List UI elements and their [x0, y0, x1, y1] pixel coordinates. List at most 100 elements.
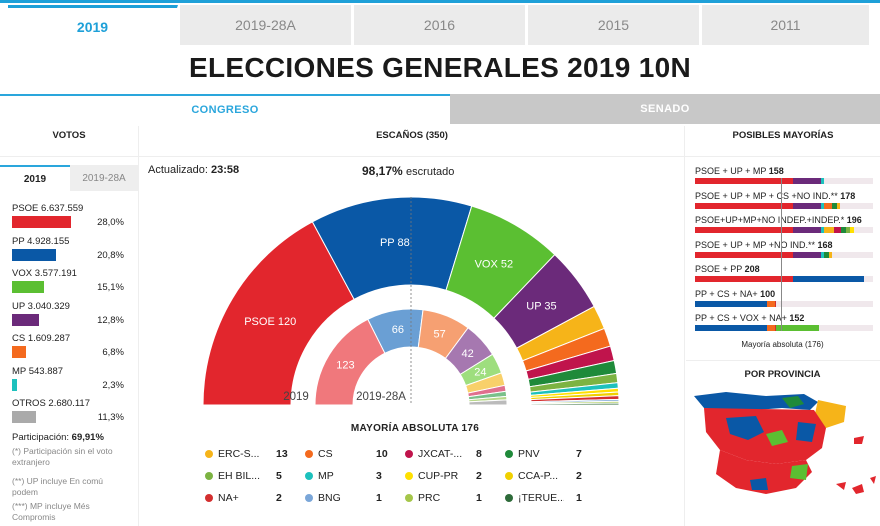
updated-value: 23:58 — [211, 164, 240, 176]
majority-row[interactable]: PSOE + UP + MP +NO IND.** 168 — [695, 240, 873, 260]
party-legend: ERC-S... 13 CS 10 JXCAT-... 8 PNV 7 EH BIL... 5 MP… — [205, 446, 605, 510]
vote-row: PSOE 6.637.559 28,0% — [12, 203, 124, 231]
majority-combo-label: PP + CS + NA+ — [695, 288, 758, 299]
vote-row: PP 4.928.155 20,8% — [12, 236, 124, 264]
vote-label: PP 4.928.155 — [12, 235, 70, 247]
votes-tab-2019[interactable]: 2019 — [0, 165, 70, 191]
majority-bar-segment — [774, 325, 777, 331]
legend-dot — [405, 450, 413, 458]
outer-seat-label: PSOE 120 — [244, 316, 296, 328]
map-canary — [836, 476, 876, 494]
majority-combo-total: 168 — [817, 239, 833, 250]
majority-bar-segment — [695, 276, 793, 282]
majority-row[interactable]: PP + CS + VOX + NA+ 152 — [695, 313, 873, 333]
majority-combo-label: PSOE + UP + MP + CS +NO IND.** — [695, 190, 838, 201]
legend-dot — [205, 450, 213, 458]
vote-label: VOX 3.577.191 — [12, 268, 77, 279]
majority-bar-segment — [834, 227, 841, 233]
majority-bar — [695, 300, 873, 307]
tab-senado[interactable]: SENADO — [450, 94, 880, 124]
outer-seat-label: UP 35 — [526, 301, 556, 313]
majority-row[interactable]: PP + CS + NA+ 100 — [695, 289, 873, 309]
majority-bar-segment — [823, 202, 832, 209]
majority-combo-total: 208 — [744, 264, 760, 274]
majority-combo: PSOE+UP+MP+NO INDEP.+INDEP.* 196 — [695, 215, 862, 225]
majority-bar-segment — [695, 202, 793, 209]
majority-bar — [695, 227, 873, 233]
tab-2011[interactable]: 2011 — [702, 5, 870, 45]
legend-item: CUP-PR 2 — [405, 468, 482, 484]
votes-tab-2019-28a[interactable]: 2019-28A — [70, 165, 138, 191]
legend-seats: 2 — [476, 470, 482, 482]
spain-province-map[interactable] — [686, 388, 880, 508]
legend-item: CCA-P... 2 — [505, 468, 582, 484]
legend-seats: 1 — [376, 492, 382, 504]
inner-seat-arc-otros[interactable] — [468, 399, 508, 406]
legend-seats: 3 — [376, 470, 382, 482]
majority-row[interactable]: PSOE + PP 208 — [695, 264, 873, 284]
ring-label-inner: 2019-28A — [356, 391, 406, 403]
majority-bar-segment — [850, 227, 855, 233]
majority-row[interactable]: PSOE + UP + MP 158 — [695, 166, 873, 186]
legend-seats: 13 — [276, 448, 288, 460]
note-3: (***) MP incluye Més Compromis — [12, 501, 90, 522]
seats-header: ESCAÑOS (350) — [376, 130, 448, 141]
legend-seats: 2 — [576, 470, 582, 482]
majority-combo: PP + CS + NA+ 100 — [695, 289, 775, 299]
majority-bar — [695, 325, 873, 331]
tab-2016[interactable]: 2016 — [354, 5, 526, 45]
vote-label: OTROS 2.680.117 — [12, 398, 90, 409]
map-balearic — [854, 436, 864, 444]
majority-row[interactable]: PSOE + UP + MP + CS +NO IND.** 178 — [695, 191, 873, 211]
legend-item: ERC-S... 13 — [205, 446, 288, 462]
majorities-header: POSIBLES MAYORÍAS — [732, 130, 834, 141]
majority-bar-segment — [695, 251, 793, 258]
top-accent-line — [0, 0, 880, 3]
majority-bar — [695, 276, 873, 282]
year-tabs: 2019 2019-28A 2016 2015 2011 — [0, 5, 880, 45]
majority-combo-total: 196 — [846, 215, 862, 225]
majority-bar-segment — [774, 300, 777, 307]
legend-seats: 10 — [376, 448, 388, 460]
vote-row: CS 1.609.287 6,8% — [12, 333, 124, 361]
legend-seats: 7 — [576, 448, 582, 460]
legend-seats: 2 — [276, 492, 282, 504]
legend-name: BNG — [318, 492, 341, 504]
inner-seat-label: 57 — [434, 329, 446, 341]
legend-item: JXCAT-... 8 — [405, 446, 482, 462]
participation-label: Participación: — [12, 432, 70, 443]
divider-header — [0, 156, 880, 157]
majority-bar — [695, 178, 873, 184]
tab-2019[interactable]: 2019 — [8, 5, 178, 45]
map-north — [694, 392, 818, 410]
legend-dot — [205, 494, 213, 502]
map-basque — [782, 396, 804, 408]
majority-bar-segment — [776, 325, 819, 331]
scrutiny-value: 98,17% — [362, 164, 403, 178]
tab-congreso[interactable]: CONGRESO — [0, 94, 450, 124]
vote-label: PSOE 6.637.559 — [12, 203, 84, 214]
legend-name: PRC — [418, 492, 441, 504]
tab-2019-28a[interactable]: 2019-28A — [180, 5, 352, 45]
vote-pct: 11,3% — [97, 412, 124, 423]
vote-pct: 2,3% — [102, 379, 124, 391]
vote-pct: 6,8% — [102, 347, 124, 358]
vote-bar — [12, 248, 56, 261]
majority-bar-segment — [766, 325, 775, 331]
vote-pct: 28,0% — [97, 217, 124, 228]
majority-row[interactable]: PSOE+UP+MP+NO INDEP.+INDEP.* 196 — [695, 215, 873, 235]
legend-name: JXCAT-... — [418, 448, 463, 460]
tab-2015[interactable]: 2015 — [528, 5, 700, 45]
legend-item: PNV 7 — [505, 446, 582, 462]
legend-seats: 5 — [276, 470, 282, 482]
majority-bar-segment — [695, 227, 793, 233]
scrutiny: 98,17% escrutado — [362, 164, 454, 178]
participation-value: 69,91% — [71, 432, 104, 443]
outer-seat-arc-teruel[interactable] — [530, 402, 620, 406]
vote-row: OTROS 2.680.117 11,3% — [12, 398, 124, 426]
majority-combo-total: 100 — [760, 288, 776, 299]
majority-bar-segment — [695, 178, 793, 184]
vote-label: UP 3.040.329 — [12, 300, 70, 312]
legend-item: PRC 1 — [405, 490, 482, 506]
majority-bar-segment — [823, 251, 830, 258]
